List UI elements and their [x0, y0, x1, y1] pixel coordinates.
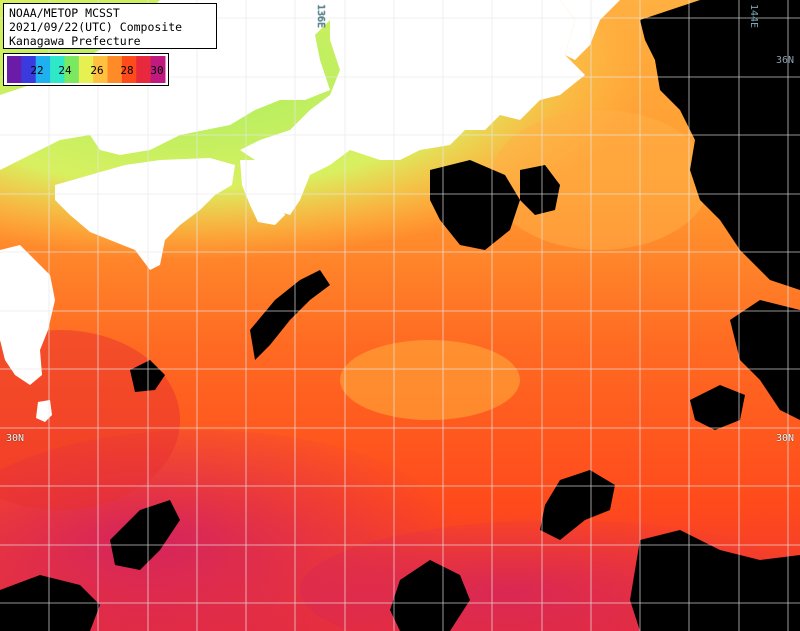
grid-label-30n-right: 30N — [776, 433, 795, 444]
land-boso — [560, 0, 620, 60]
mid-water-tongue — [340, 340, 520, 420]
cloud-east-band — [730, 300, 800, 420]
legend-tick-label: 24 — [58, 64, 72, 77]
grid-label-136e: 136E — [315, 4, 326, 29]
cloud-west-mid — [130, 360, 165, 392]
legend-swatch — [136, 56, 152, 83]
land-kyushu — [0, 245, 55, 385]
legend-swatch — [64, 56, 80, 83]
legend-tick-label: 26 — [90, 64, 103, 77]
legend-swatch — [35, 56, 51, 83]
legend-tick-label: 30 — [150, 64, 163, 77]
land-central-japan — [240, 0, 585, 215]
land-shikoku — [55, 158, 235, 270]
legend-swatch — [93, 56, 109, 83]
land-kii-peninsula — [240, 160, 285, 225]
color-scale-bar: 22 24 26 28 30 — [7, 56, 166, 83]
grid-label-36n-right: 36N — [776, 55, 795, 66]
mid-water-east — [490, 110, 710, 250]
title-line-2: 2021/09/22(UTC) Composite — [9, 20, 183, 34]
grid-label-30n-left: 30N — [6, 433, 25, 444]
legend-tick-label: 22 — [30, 64, 43, 77]
legend-swatch — [121, 56, 137, 83]
legend-swatch — [78, 56, 94, 83]
cloud-east-mid — [690, 385, 745, 430]
cloud-southeast-1 — [540, 470, 615, 540]
title-line-1: NOAA/METOP MCSST — [9, 6, 120, 20]
land-tanegashima — [36, 400, 52, 422]
legend-swatch — [21, 56, 37, 83]
cloud-southwest-1 — [110, 500, 180, 570]
legend-swatch — [50, 56, 65, 83]
title-line-3: Kanagawa Prefecture — [9, 34, 141, 48]
cloud-east-large — [640, 0, 800, 290]
title-box: NOAA/METOP MCSST 2021/09/22(UTC) Composi… — [3, 3, 217, 49]
cloud-south-central — [390, 560, 470, 631]
legend-tick-label: 28 — [120, 64, 133, 77]
cloud-mid-west-streak — [250, 270, 330, 360]
legend-swatch — [107, 56, 123, 83]
legend-swatch — [7, 56, 22, 83]
grid-label-144e: 144E — [748, 4, 759, 29]
cloud-central-patch — [430, 160, 520, 250]
legend-swatch — [150, 56, 166, 83]
color-scale-legend: 22 24 26 28 30 — [3, 53, 169, 86]
cloud-southeast-2 — [630, 530, 800, 631]
cloud-central-east — [520, 165, 560, 215]
